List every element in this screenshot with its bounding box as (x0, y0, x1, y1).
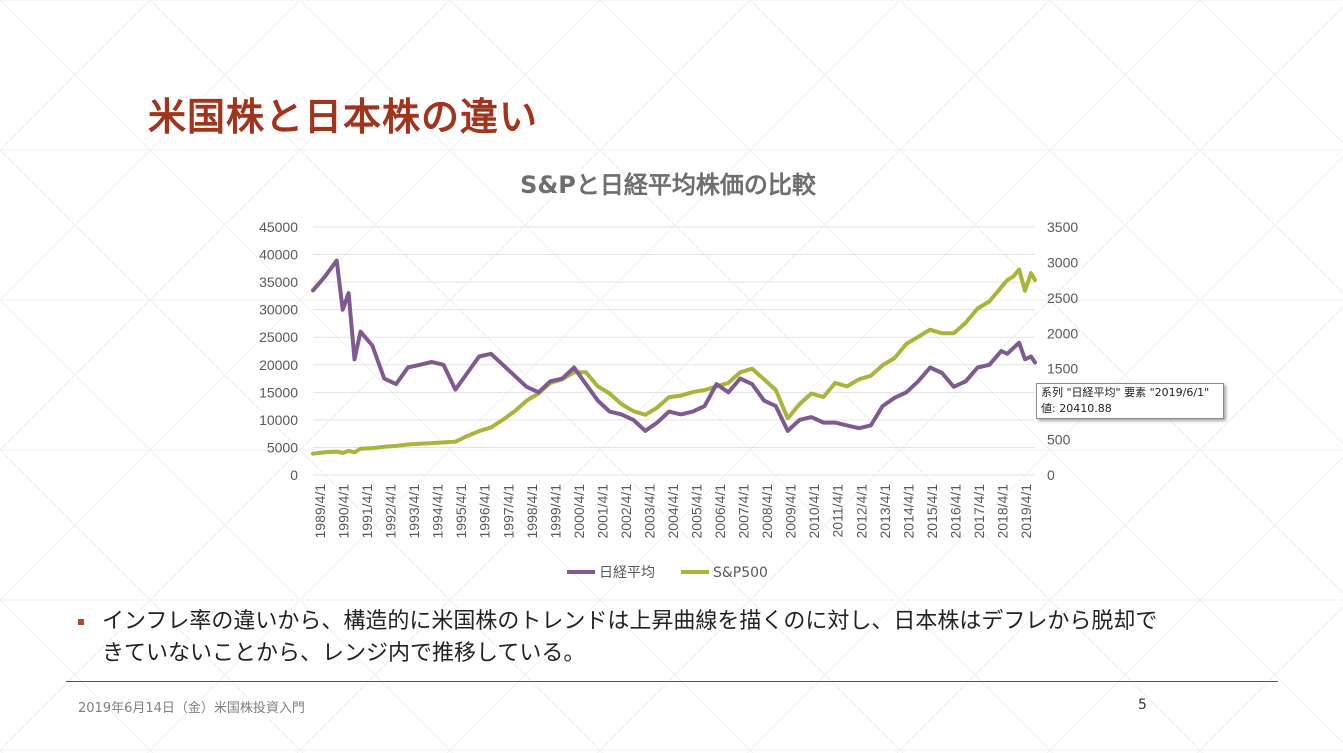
bg-pattern-line (0, 0, 751, 751)
bg-pattern-line (0, 0, 601, 601)
x-axis-tick-label: 1995/4/1 (453, 484, 469, 539)
x-axis: 1989/4/1 1990/4/1 1991/4/1 1992/4/1 1993/4/1… (312, 484, 1034, 539)
bg-pattern-line (0, 299, 454, 753)
x-axis-tick-label: 1992/4/1 (383, 484, 399, 539)
x-axis-tick-label: 2012/4/1 (853, 484, 869, 539)
left-axis-tick-label: 40000 (259, 247, 298, 263)
right-axis-tick-label: 3000 (1047, 254, 1078, 270)
chart-series (311, 258, 1037, 456)
bg-pattern-line (0, 149, 604, 753)
bg-pattern-line (1049, 0, 1343, 294)
bg-pattern-line (296, 0, 1051, 753)
x-axis-tick-label: 1997/4/1 (500, 484, 516, 539)
bg-pattern-line (299, 0, 1054, 753)
right-axis-tick-label: 3500 (1047, 219, 1078, 235)
left-axis-tick-label: 35000 (259, 274, 298, 290)
x-axis-tick-label: 2011/4/1 (830, 484, 846, 538)
bullet-list: インフレ率の違いから、構造的に米国株のトレンドは上昇曲線を描くのに対し、日本株は… (78, 606, 1178, 670)
bg-pattern-line (0, 0, 451, 451)
right-axis: 0500100015002000250030003500 (1047, 219, 1078, 483)
x-axis-tick-label: 1994/4/1 (430, 484, 446, 539)
bg-pattern-line (0, 0, 754, 753)
chart-gridlines (313, 226, 1035, 476)
bg-pattern-line (746, 156, 1343, 753)
right-axis-tick-label: 2000 (1047, 325, 1078, 341)
bg-pattern-line (0, 599, 154, 753)
footer-date-title: 2019年6月14日（金）米国株投資入門 (78, 701, 305, 716)
x-axis-tick-label: 1993/4/1 (406, 484, 422, 539)
x-axis-tick-label: 2009/4/1 (783, 484, 799, 539)
right-axis-tick-label: 500 (1047, 432, 1071, 448)
x-axis-tick-label: 2015/4/1 (924, 484, 940, 539)
x-axis-tick-label: 2004/4/1 (665, 484, 681, 539)
left-axis-tick-label: 5000 (267, 439, 298, 455)
bg-pattern-line (1199, 0, 1343, 144)
x-axis-tick-label: 2006/4/1 (712, 484, 728, 539)
x-axis-tick-label: 1996/4/1 (477, 484, 493, 539)
x-axis-tick-label: 2019/4/1 (1018, 484, 1034, 539)
x-axis-tick-label: 2001/4/1 (594, 484, 610, 539)
x-axis-tick-label: 2002/4/1 (618, 484, 634, 539)
left-axis-tick-label: 10000 (259, 412, 298, 428)
tooltip-value: 値: 20410.88 (1041, 402, 1112, 415)
right-axis-tick-label: 2500 (1047, 290, 1078, 306)
x-axis-tick-label: 2007/4/1 (736, 484, 752, 539)
x-axis-tick-label: 2000/4/1 (571, 484, 587, 539)
x-axis-tick-label: 2017/4/1 (971, 484, 987, 539)
x-axis-tick-label: 1991/4/1 (359, 484, 375, 539)
left-axis-tick-label: 25000 (259, 329, 298, 345)
left-axis-tick-label: 20000 (259, 357, 298, 373)
sp500-series-line[interactable] (311, 267, 1037, 456)
chart-title: S&Pと日経平均株価の比較 (520, 171, 817, 199)
bg-pattern-line (146, 0, 901, 753)
page-number: 5 (1138, 697, 1147, 713)
bg-pattern-line (596, 6, 1343, 753)
bg-pattern-line (749, 0, 1343, 594)
x-axis-tick-label: 2003/4/1 (641, 484, 657, 539)
slide-title: 米国株と日本株の違い (148, 95, 539, 139)
left-axis-tick-label: 30000 (259, 302, 298, 318)
left-axis-tick-label: 45000 (259, 219, 298, 235)
x-axis-tick-label: 1989/4/1 (312, 484, 328, 539)
x-axis-tick-label: 2014/4/1 (900, 484, 916, 539)
left-axis: 0 5000 10000 15000 20000 25000 30000 35000 40000… (259, 219, 298, 483)
bg-pattern-line (0, 449, 304, 753)
bg-pattern-line (0, 0, 301, 301)
bg-pattern-line (446, 0, 1201, 753)
left-axis-tick-label: 0 (290, 467, 298, 483)
right-axis-tick-label: 0 (1047, 467, 1055, 483)
bg-pattern-line (599, 0, 1343, 744)
bg-pattern-line (449, 0, 1204, 753)
bg-pattern-line (0, 0, 151, 151)
x-axis-tick-label: 2005/4/1 (689, 484, 705, 539)
x-axis-tick-label: 2010/4/1 (806, 484, 822, 539)
bg-pattern-line (1196, 606, 1343, 753)
x-axis-tick-label: 2008/4/1 (759, 484, 775, 539)
data-point-tooltip: 系列 "日経平均" 要素 "2019/6/1" 値: 20410.88 (1036, 383, 1224, 419)
bg-pattern-line (1046, 456, 1343, 753)
nikkei-series-line[interactable] (311, 258, 1037, 433)
x-axis-tick-label: 1999/4/1 (547, 484, 563, 539)
x-axis-tick-label: 1990/4/1 (336, 484, 352, 539)
chart-legend: 日経平均 S&P500 (567, 565, 768, 581)
bullet-text: インフレ率の違いから、構造的に米国株のトレンドは上昇曲線を描くのに対し、日本株は… (102, 609, 1158, 666)
x-axis-tick-label: 2013/4/1 (877, 484, 893, 539)
footer-divider (66, 681, 1278, 682)
bg-pattern-line (896, 306, 1343, 753)
x-axis-tick-label: 1998/4/1 (524, 484, 540, 539)
bg-pattern-line (149, 0, 904, 753)
tooltip-series-label: 系列 "日経平均" 要素 "2019/6/1" (1041, 386, 1210, 399)
x-axis-tick-label: 2016/4/1 (947, 484, 963, 539)
x-axis-tick-label: 2018/4/1 (994, 484, 1010, 539)
bullet-marker-icon (78, 619, 84, 625)
legend-label-nikkei: 日経平均 (599, 565, 655, 581)
left-axis-tick-label: 15000 (259, 384, 298, 400)
bg-pattern-line (899, 0, 1343, 444)
legend-label-sp500: S&P500 (713, 565, 768, 581)
right-axis-tick-label: 1500 (1047, 361, 1078, 377)
